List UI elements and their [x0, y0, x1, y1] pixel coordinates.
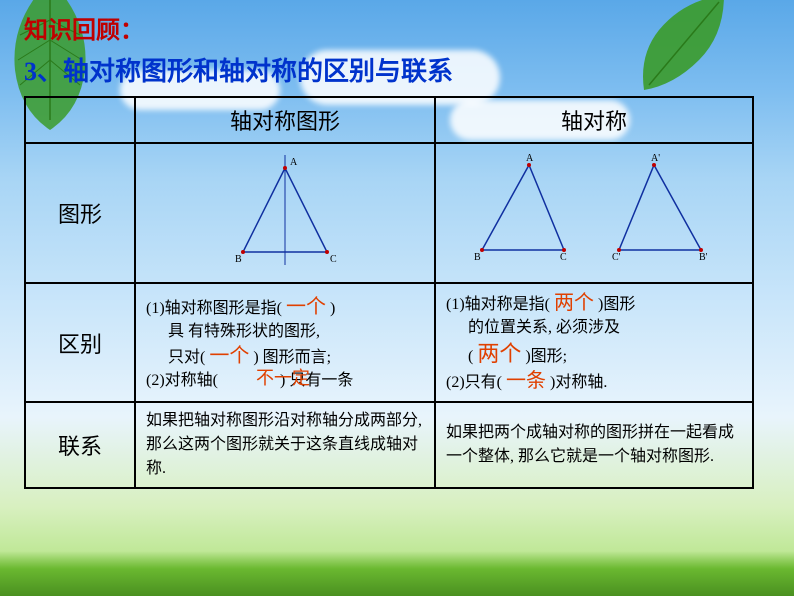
diff2-l2: 的位置关系, 必须涉及 — [446, 317, 742, 339]
header-empty — [25, 97, 135, 143]
slide-content: 知识回顾： 3、轴对称图形和轴对称的区别与联系 轴对称图形 轴对称 图形 A B… — [0, 0, 794, 489]
section-title: 3、轴对称图形和轴对称的区别与联系 — [24, 51, 770, 88]
diff2-l3-fill: 两个 — [477, 341, 521, 366]
svg-text:A: A — [290, 157, 298, 168]
svg-text:C': C' — [612, 252, 621, 263]
diff2-l4-post: )对称轴. — [550, 374, 607, 391]
diff1-l3-pre: 只对( — [168, 349, 205, 366]
svg-text:A': A' — [651, 153, 660, 164]
axial-symmetric-figure: A B C — [195, 150, 375, 270]
diff1-l4-fill: 不一定 — [256, 366, 310, 390]
diff2-l1-fill: 两个 — [554, 292, 594, 314]
row-diff-label: 区别 — [25, 283, 135, 402]
diff-col2: (1)轴对称是指( 两个 )图形 的位置关系, 必须涉及 ( 两个 )图形; (… — [435, 283, 753, 402]
diff-col1: (1)轴对称图形是指( 一个 ) 具 有特殊形状的图形, 只对( 一个 ) 图形… — [135, 283, 435, 402]
svg-text:B: B — [235, 254, 242, 265]
grass-decoration — [0, 551, 794, 596]
figure1-cell: A B C — [135, 143, 435, 283]
header-col2: 轴对称 — [435, 97, 753, 143]
diff1-l1-pre: (1)轴对称图形是指( — [146, 300, 282, 317]
diff1-l1-fill: 一个 — [286, 296, 326, 318]
row-figure-label: 图形 — [25, 143, 135, 283]
svg-text:B': B' — [699, 252, 708, 263]
diff2-l1-post: )图形 — [598, 296, 635, 313]
diff1-l3-fill: 一个 — [209, 345, 249, 367]
diff1-l4-pre: (2)对称轴( — [146, 372, 218, 389]
svg-text:C: C — [330, 254, 337, 265]
svg-text:C: C — [560, 252, 567, 263]
diff2-l4-fill: 一条 — [506, 370, 546, 392]
relation-col2: 如果把两个成轴对称的图形拼在一起看成一个整体, 那么它就是一个轴对称图形. — [435, 402, 753, 488]
diff2-l4-pre: (2)只有( — [446, 374, 502, 391]
diff2-l3-post: )图形; — [525, 348, 567, 365]
review-label: 知识回顾： — [24, 10, 770, 45]
diff2-l3-pre: ( — [468, 348, 473, 365]
comparison-table: 轴对称图形 轴对称 图形 A B C — [24, 96, 754, 489]
row-relation-label: 联系 — [25, 402, 135, 488]
figure2-cell: A B C A' B' C' — [435, 143, 753, 283]
diff1-l2: 具 有特殊形状的图形, — [146, 321, 424, 343]
svg-text:A: A — [526, 153, 534, 164]
diff1-l3-post: ) 图形而言; — [253, 349, 331, 366]
axial-symmetry-figure: A B C A' B' C' — [454, 150, 734, 270]
header-col1: 轴对称图形 — [135, 97, 435, 143]
relation-col1: 如果把轴对称图形沿对称轴分成两部分, 那么这两个图形就关于这条直线成轴对称. — [135, 402, 435, 488]
diff1-l1-post: ) — [330, 300, 335, 317]
svg-text:B: B — [474, 252, 481, 263]
diff2-l1-pre: (1)轴对称是指( — [446, 296, 550, 313]
